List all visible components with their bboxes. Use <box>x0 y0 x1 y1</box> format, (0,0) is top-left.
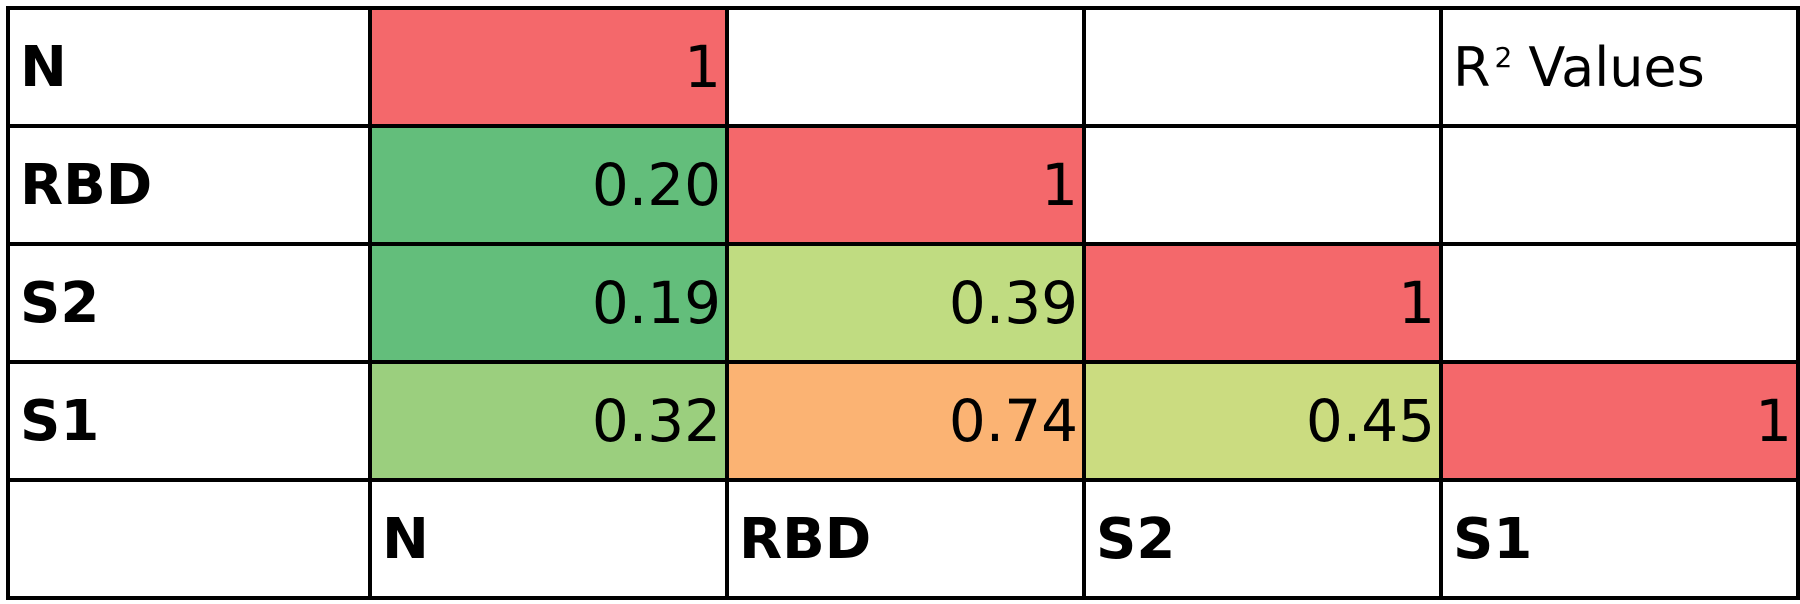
empty-cell <box>725 6 1086 128</box>
heatmap-cell: 0.19 <box>368 242 729 364</box>
empty-cell <box>1082 6 1443 128</box>
heatmap-cell: 0.74 <box>725 360 1086 482</box>
column-label: RBD <box>725 478 1086 600</box>
column-label-row: N RBD S2 S1 <box>6 478 1800 600</box>
empty-cell <box>1439 124 1800 246</box>
heatmap-cell: 0.45 <box>1082 360 1443 482</box>
column-label: S2 <box>1082 478 1443 600</box>
empty-cell <box>1082 124 1443 246</box>
row-label: S1 <box>6 360 372 482</box>
heatmap-row: S1 0.32 0.74 0.45 1 <box>6 360 1800 482</box>
heatmap-cell: 0.32 <box>368 360 729 482</box>
heatmap-cell: 0.39 <box>725 242 1086 364</box>
heatmap-cell: 1 <box>368 6 729 128</box>
annotation-superscript: 2 <box>1494 40 1513 74</box>
row-label: S2 <box>6 242 372 364</box>
row-label: RBD <box>6 124 372 246</box>
row-label: N <box>6 6 372 128</box>
annotation-suffix: Values <box>1528 35 1705 99</box>
heatmap-cell: 0.20 <box>368 124 729 246</box>
annotation-prefix: R <box>1453 35 1491 99</box>
heatmap-row: N 1 R 2 Values <box>6 6 1800 128</box>
column-label: S1 <box>1439 478 1800 600</box>
empty-cell <box>1439 242 1800 364</box>
corner-cell <box>6 478 372 600</box>
r-squared-heatmap: N 1 R 2 Values RBD 0.20 1 S2 0.19 0.39 1 S1 0.32 0.74 0… <box>6 6 1800 600</box>
heatmap-row: S2 0.19 0.39 1 <box>6 242 1800 364</box>
column-label: N <box>368 478 729 600</box>
r-squared-annotation: R 2 Values <box>1439 6 1800 128</box>
heatmap-cell: 1 <box>1082 242 1443 364</box>
heatmap-cell: 1 <box>1439 360 1800 482</box>
heatmap-cell: 1 <box>725 124 1086 246</box>
heatmap-row: RBD 0.20 1 <box>6 124 1800 246</box>
